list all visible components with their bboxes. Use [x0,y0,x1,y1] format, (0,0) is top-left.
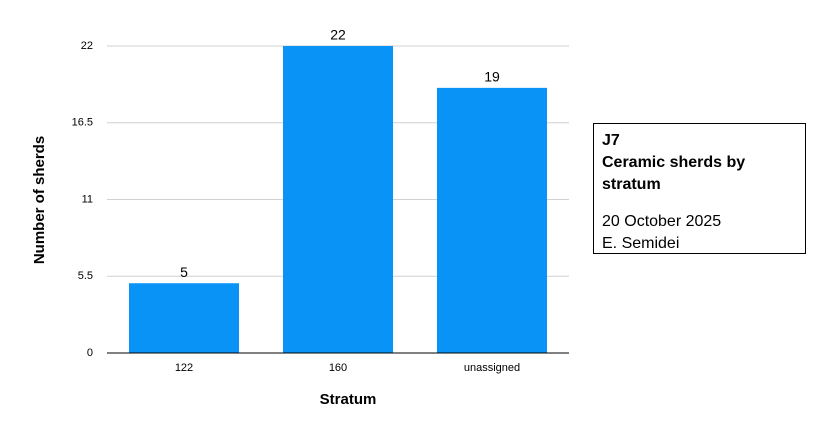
data-label: 22 [330,27,346,43]
y-tick-label: 5.5 [78,270,93,282]
bar [283,46,393,353]
y-tick-label: 11 [82,193,93,205]
note-line: E. Semidei [602,235,680,252]
x-axis-label: Stratum [320,391,377,408]
y-tick-label: 0 [87,347,93,359]
x-tick-label: 160 [329,362,347,374]
data-label: 19 [484,69,500,85]
y-axis-label: Number of sherds [31,136,48,264]
bar [129,283,239,353]
bar [437,87,547,353]
note-box: J7 Ceramic sherds by stratum 20 October … [593,123,806,254]
x-tick-label: 122 [175,362,193,374]
x-tick-label: unassigned [464,362,520,374]
note-line: J7 [602,132,620,149]
data-label: 5 [180,264,188,280]
y-tick-label: 16.5 [72,117,93,129]
note-title: Ceramic sherds by stratum [602,154,746,193]
y-tick-label: 22 [81,40,93,52]
note-line: 20 October 2025 [602,213,722,230]
